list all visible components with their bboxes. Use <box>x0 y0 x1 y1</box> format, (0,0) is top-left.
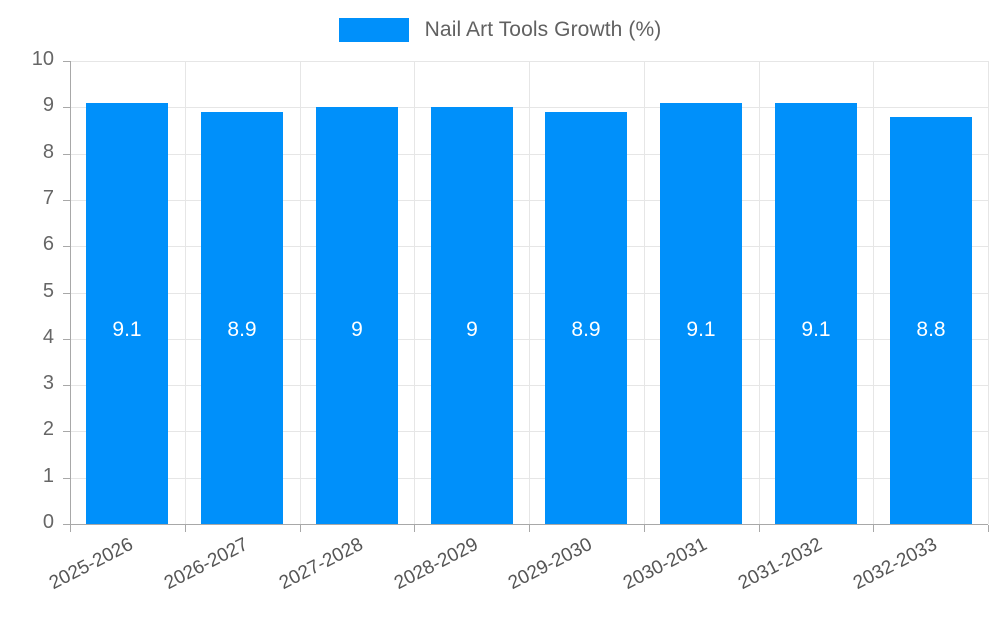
chart-legend: Nail Art Tools Growth (%) <box>0 10 1000 50</box>
y-axis-tick <box>63 153 70 155</box>
x-axis-tick <box>414 525 415 532</box>
legend-color-swatch-icon <box>338 18 409 42</box>
y-axis-tick-label: 9 <box>42 94 54 117</box>
x-axis-line <box>70 524 988 525</box>
gridline-vertical <box>529 61 530 524</box>
legend-item-nail-art-tools-growth[interactable]: Nail Art Tools Growth (%) <box>338 18 662 42</box>
y-axis-tick-label: 2 <box>42 418 54 441</box>
y-axis-tick <box>63 431 70 433</box>
x-axis-tick <box>529 525 530 532</box>
bar[interactable]: 8.8 <box>890 116 972 524</box>
y-axis-tick <box>63 199 70 201</box>
bar-value-label: 9 <box>466 318 478 342</box>
bar-value-label: 8.9 <box>571 317 601 341</box>
bar-value-label: 9.1 <box>686 317 716 341</box>
y-axis-line <box>70 61 71 525</box>
bar[interactable]: 9.1 <box>86 102 168 524</box>
gridline-vertical <box>988 61 989 524</box>
bar[interactable]: 9 <box>316 107 398 524</box>
gridline-vertical <box>300 61 301 524</box>
y-axis-tick <box>63 107 70 109</box>
bar-value-label: 8.8 <box>916 317 946 341</box>
x-axis-tick <box>185 525 186 532</box>
x-axis-tick <box>70 525 71 532</box>
y-axis-tick <box>63 292 70 294</box>
x-axis-tick <box>988 525 989 532</box>
y-axis-tick <box>63 477 70 479</box>
y-axis-tick <box>63 61 70 62</box>
plot-area: 9.1 8.9 9 9 8.9 9.1 9.1 8.8 <box>70 61 989 525</box>
y-axis-tick-label: 5 <box>42 279 54 302</box>
y-axis-tick-label: 8 <box>42 140 54 163</box>
legend-label: Nail Art Tools Growth (%) <box>424 18 662 41</box>
y-axis-tick-label: 1 <box>42 464 54 487</box>
gridline-vertical <box>759 61 760 524</box>
y-axis-tick <box>63 385 70 387</box>
bar-value-label: 9 <box>351 318 363 342</box>
bar[interactable]: 9.1 <box>660 102 742 524</box>
x-axis-tick <box>759 525 760 532</box>
x-axis-tick <box>300 525 301 532</box>
y-axis-tick-label: 4 <box>42 325 54 348</box>
gridline-vertical <box>414 61 415 524</box>
y-axis-tick-label: 7 <box>42 186 54 209</box>
bar[interactable]: 9 <box>431 107 513 524</box>
x-axis-tick-label: 2029-2030 <box>505 534 596 594</box>
bar-value-label: 8.9 <box>227 317 257 341</box>
bar[interactable]: 8.9 <box>201 111 283 524</box>
gridline-vertical <box>185 61 186 524</box>
x-axis-tick <box>873 525 874 532</box>
y-axis-tick <box>63 338 70 340</box>
bar-value-label: 9.1 <box>112 317 142 341</box>
gridline-vertical <box>873 61 874 524</box>
y-axis-tick <box>63 246 70 248</box>
y-axis-tick-label: 0 <box>42 511 54 533</box>
bar-chart: Nail Art Tools Growth (%) 9.1 8.9 9 9 8.9 9.1… <box>0 10 1000 594</box>
bar[interactable]: 8.9 <box>545 111 627 524</box>
y-axis-tick-label: 3 <box>42 372 54 395</box>
y-axis-tick-label: 6 <box>42 233 54 256</box>
gridline-vertical <box>644 61 645 524</box>
x-axis-tick <box>644 525 645 532</box>
y-axis-tick-label: 10 <box>31 48 54 70</box>
y-axis-tick <box>63 524 70 525</box>
bar[interactable]: 9.1 <box>775 102 857 524</box>
bar-value-label: 9.1 <box>801 317 831 341</box>
